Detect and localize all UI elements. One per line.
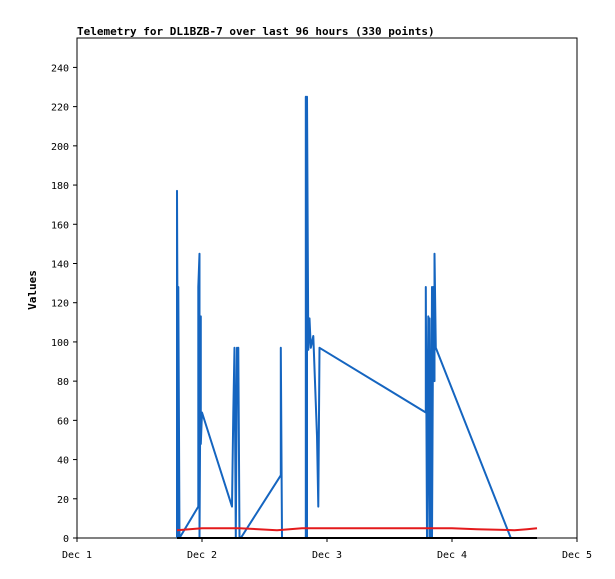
y-tick-label: 0 [63,534,69,545]
x-tick-label: Dec 1 [62,550,92,561]
y-tick-label: 220 [51,103,69,114]
y-tick-label: 140 [51,259,69,270]
series-layer [176,95,538,539]
y-tick-label: 200 [51,142,69,153]
y-tick-label: 80 [57,377,69,388]
y-axis-label: Values [26,270,39,310]
x-axis: Dec 1 Dec 2 Dec 3 Dec 4 Dec 5 [62,538,592,561]
y-tick-label: 180 [51,181,69,192]
x-tick-label: Dec 2 [187,550,217,561]
y-tick-label: 160 [51,220,69,231]
y-tick-label: 100 [51,338,69,349]
y-axis: 0 20 40 60 80 100 120 140 160 180 200 220 240 [51,63,77,545]
plot-area [76,37,578,539]
y-tick-label: 20 [57,495,69,506]
series-line-1 [176,527,538,532]
y-tick-label: 120 [51,299,69,310]
y-tick-label: 60 [57,416,69,427]
y-tick-label: 40 [57,456,69,467]
x-tick-label: Dec 3 [312,550,342,561]
x-tick-label: Dec 4 [437,550,467,561]
chart-title: Telemetry for DL1BZB-7 over last 96 hour… [77,25,435,38]
y-tick-label: 240 [51,63,69,74]
x-tick-label: Dec 5 [562,550,592,561]
series-line-0 [176,95,512,539]
